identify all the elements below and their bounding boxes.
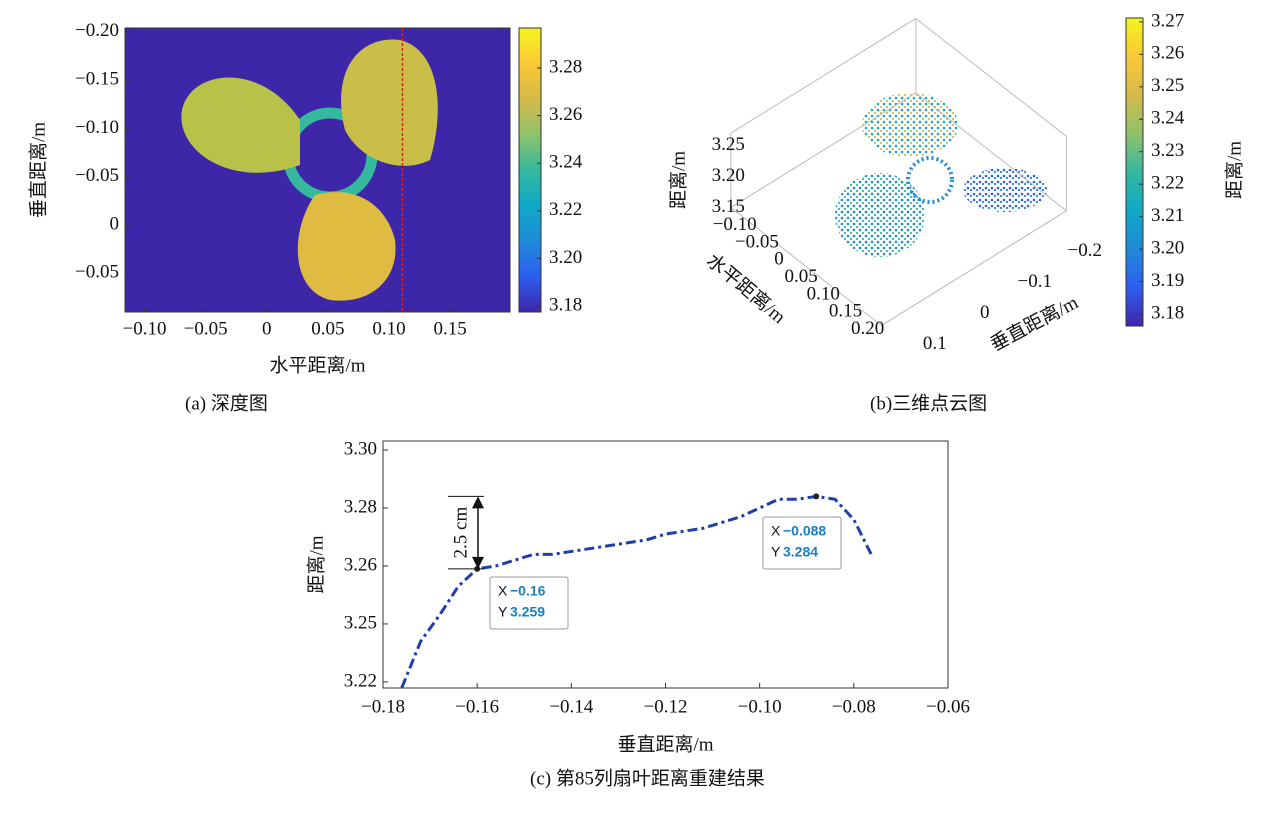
x-tick-label: 0.05 [785, 266, 818, 287]
z-tick-label: 3.20 [712, 165, 745, 186]
colorbar-tick-label: 3.27 [1151, 10, 1184, 31]
colorbar-tick-label: 3.22 [549, 199, 582, 220]
colorbar [1125, 17, 1144, 327]
caption: (b)三维点云图 [870, 392, 987, 414]
y-axis-label: 垂直距离/m [987, 291, 1082, 356]
y-tick-label: −0.2 [1068, 240, 1102, 261]
point-cloud [835, 93, 1047, 257]
datatip-y-prefix: Y [771, 544, 781, 560]
y-tick-label: 0.1 [923, 333, 947, 354]
y-tick-label: 3.22 [344, 670, 377, 691]
datatip-x-prefix: X [498, 583, 508, 599]
colorbar-tick-label: 3.26 [549, 104, 582, 125]
y-axis-label: 距离/m [305, 535, 327, 593]
axis-box [915, 18, 1067, 137]
y-tick-label: 0 [110, 213, 120, 234]
datatip-x-value: −0.088 [783, 523, 826, 539]
x-tick-label: 0.05 [311, 318, 344, 339]
y-tick-label: 3.25 [344, 612, 377, 633]
datatip-box [489, 576, 569, 630]
datatip-box [762, 516, 842, 570]
colorbar-tick-label: 3.18 [1151, 302, 1184, 323]
colorbar-tick-label: 3.24 [1151, 108, 1185, 129]
depth-image [125, 28, 510, 312]
z-tick-label: 3.25 [712, 134, 745, 155]
x-tick-label: −0.10 [713, 214, 757, 235]
x-tick-label: −0.10 [738, 696, 782, 717]
x-tick-label: −0.08 [832, 696, 876, 717]
colorbar-tick-label: 3.21 [1151, 205, 1184, 226]
x-tick-label: 0.15 [433, 318, 466, 339]
annotation-text: 2.5 cm [450, 507, 471, 559]
axis-box [730, 207, 882, 326]
x-tick-label: −0.06 [926, 696, 970, 717]
plot-frame [124, 27, 511, 313]
x-tick-label: −0.10 [123, 318, 167, 339]
x-tick-label: 0.10 [372, 318, 405, 339]
colorbar [518, 27, 542, 313]
x-tick-label: 0 [262, 318, 272, 339]
x-tick-label: −0.12 [644, 696, 688, 717]
colorbar-tick-label: 3.20 [549, 247, 582, 268]
axis-box [915, 92, 1067, 212]
x-tick-label: −0.18 [361, 696, 405, 717]
plot-frame [382, 440, 949, 689]
x-tick-label: 0 [774, 249, 784, 270]
x-axis-label: 水平距离/m [269, 354, 365, 376]
datatip-y-prefix: Y [498, 604, 508, 620]
colorbar-tick-label: 3.18 [549, 294, 582, 315]
arrow-head [472, 556, 484, 569]
arrow-head [472, 496, 484, 509]
y-tick-label: 3.28 [344, 496, 377, 517]
x-axis-label: 垂直距离/m [617, 733, 713, 755]
datatip-x-prefix: X [771, 523, 781, 539]
caption: (a) 深度图 [185, 392, 268, 414]
axis-box [730, 18, 917, 134]
y-tick-label: −0.15 [75, 69, 119, 90]
datatip-point [813, 493, 820, 500]
axis-box [881, 210, 1067, 326]
z-axis-label: 距离/m [667, 151, 689, 209]
y-axis-label: 垂直距离/m [27, 122, 49, 218]
line-series [400, 494, 875, 689]
colorbar-tick-label: 3.25 [1151, 75, 1184, 96]
datatip-x-value: −0.16 [510, 583, 546, 599]
colorbar-tick-label: 3.22 [1151, 173, 1184, 194]
colorbar-tick-label: 3.20 [1151, 237, 1184, 258]
y-tick-label: −0.20 [75, 20, 119, 41]
axis-box [730, 92, 917, 208]
y-tick-label: −0.05 [75, 262, 119, 283]
caption: (c) 第85列扇叶距离重建结果 [530, 767, 765, 789]
colorbar-tick-label: 3.23 [1151, 140, 1184, 161]
z-tick-label: 3.15 [712, 196, 745, 217]
x-tick-label: 0.15 [829, 301, 862, 322]
x-tick-label: 0.20 [851, 318, 884, 339]
colorbar-tick-label: 3.28 [549, 56, 582, 77]
x-tick-label: −0.05 [184, 318, 228, 339]
y-tick-label: −0.05 [75, 165, 119, 186]
x-tick-label: −0.14 [549, 696, 593, 717]
datatip-y-value: 3.284 [783, 544, 818, 560]
x-tick-label: −0.05 [735, 231, 779, 252]
colorbar-label: 距离/m [1223, 141, 1245, 199]
x-tick-label: −0.16 [455, 696, 499, 717]
y-tick-label: 3.30 [344, 438, 377, 459]
colorbar-tick-label: 3.24 [549, 152, 583, 173]
y-tick-label: 0 [980, 302, 990, 323]
datatip-y-value: 3.259 [510, 604, 545, 620]
y-tick-label: 3.26 [344, 554, 377, 575]
y-tick-label: −0.1 [1018, 271, 1052, 292]
colorbar-tick-label: 3.19 [1151, 270, 1184, 291]
x-tick-label: 0.10 [807, 283, 840, 304]
colorbar-tick-label: 3.26 [1151, 43, 1184, 64]
y-tick-label: −0.10 [75, 117, 119, 138]
